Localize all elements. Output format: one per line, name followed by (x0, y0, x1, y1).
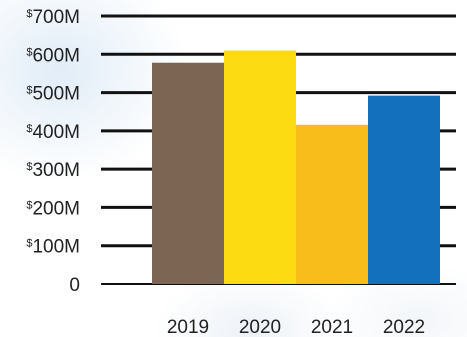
bars (152, 50, 440, 284)
bar-2020 (224, 50, 296, 284)
y-tick-label: $500M (26, 84, 80, 105)
x-axis-tick-labels: 2019 2020 2021 2022 (167, 317, 425, 337)
y-tick-label: $400M (26, 122, 80, 143)
y-axis-tick-labels: 0 $100M $200M $300M $400M $500M $600M $700M (26, 7, 80, 296)
y-tick-label: $600M (26, 45, 80, 66)
x-tick-label-2020: 2020 (239, 317, 281, 337)
y-tick-label: $300M (26, 160, 80, 181)
y-tick-label: $700M (26, 7, 80, 28)
x-tick-label-2022: 2022 (383, 317, 425, 337)
x-tick-label-2019: 2019 (167, 317, 209, 337)
bar-2019 (152, 63, 224, 284)
y-tick-label: $200M (26, 198, 80, 219)
y-tick-label: 0 (69, 275, 80, 296)
bar-2021 (296, 125, 368, 284)
bar-2022 (368, 96, 440, 284)
x-tick-label-2021: 2021 (311, 317, 353, 337)
y-tick-label: $100M (26, 237, 80, 258)
